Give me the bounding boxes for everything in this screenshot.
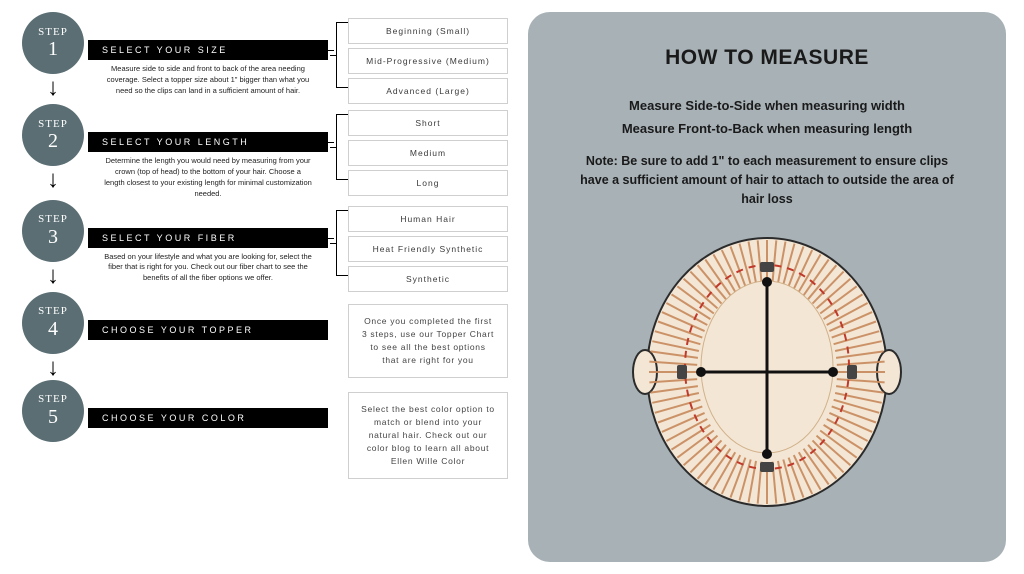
step-circle-3: STEP 3 <box>22 200 84 262</box>
arrow-down-icon: ↓ <box>47 168 59 192</box>
step-description: Determine the length you would need by m… <box>88 152 318 200</box>
option-box: Short <box>348 110 508 136</box>
step-number: 4 <box>48 318 58 340</box>
step-info-box: Once you completed the first 3 steps, us… <box>348 304 508 379</box>
panel-heading: HOW TO MEASURE <box>665 46 869 70</box>
step-info-box: Select the best color option to match or… <box>348 392 508 480</box>
step-number: 1 <box>48 38 58 60</box>
how-to-measure-panel: HOW TO MEASURE Measure Side-to-Side when… <box>528 12 1006 562</box>
step-circle-5: STEP 5 <box>22 380 84 442</box>
step-title: SELECT YOUR SIZE <box>88 40 328 60</box>
step-5: STEP 5 CHOOSE YOUR COLOR Select the best… <box>18 380 508 480</box>
option-box: Synthetic <box>348 266 508 292</box>
step-number: 3 <box>48 226 58 248</box>
step-circle-2: STEP 2 <box>22 104 84 166</box>
step-options: Human Hair Heat Friendly Synthetic Synth… <box>348 200 508 292</box>
step-circle-1: STEP 1 <box>22 12 84 74</box>
steps-flow: STEP 1 ↓ SELECT YOUR SIZE Measure side t… <box>18 12 508 562</box>
option-box: Heat Friendly Synthetic <box>348 236 508 262</box>
step-circle-4: STEP 4 <box>22 292 84 354</box>
option-box: Advanced (Large) <box>348 78 508 104</box>
measure-width-text: Measure Side-to-Side when measuring widt… <box>629 98 905 113</box>
step-title: SELECT YOUR FIBER <box>88 228 328 248</box>
option-box: Mid-Progressive (Medium) <box>348 48 508 74</box>
step-2: STEP 2 ↓ SELECT YOUR LENGTH Determine th… <box>18 104 508 200</box>
step-number: 2 <box>48 130 58 152</box>
step-title: CHOOSE YOUR COLOR <box>88 408 328 428</box>
step-title: SELECT YOUR LENGTH <box>88 132 328 152</box>
arrow-down-icon: ↓ <box>47 356 59 380</box>
measure-note: Note: Be sure to add 1" to each measurem… <box>577 152 957 208</box>
step-options: Short Medium Long <box>348 104 508 196</box>
step-1: STEP 1 ↓ SELECT YOUR SIZE Measure side t… <box>18 12 508 104</box>
step-options: Beginning (Small) Mid-Progressive (Mediu… <box>348 12 508 104</box>
step-4: STEP 4 ↓ CHOOSE YOUR TOPPER Once you com… <box>18 292 508 380</box>
option-box: Human Hair <box>348 206 508 232</box>
step-3: STEP 3 ↓ SELECT YOUR FIBER Based on your… <box>18 200 508 292</box>
step-description: Measure side to side and front to back o… <box>88 60 318 97</box>
option-box: Medium <box>348 140 508 166</box>
head-diagram-icon <box>617 222 917 512</box>
measure-length-text: Measure Front-to-Back when measuring len… <box>622 121 912 136</box>
step-title: CHOOSE YOUR TOPPER <box>88 320 328 340</box>
option-box: Beginning (Small) <box>348 18 508 44</box>
option-box: Long <box>348 170 508 196</box>
step-number: 5 <box>48 406 58 428</box>
arrow-down-icon: ↓ <box>47 76 59 100</box>
step-description: Based on your lifestyle and what you are… <box>88 248 318 285</box>
arrow-down-icon: ↓ <box>47 264 59 288</box>
